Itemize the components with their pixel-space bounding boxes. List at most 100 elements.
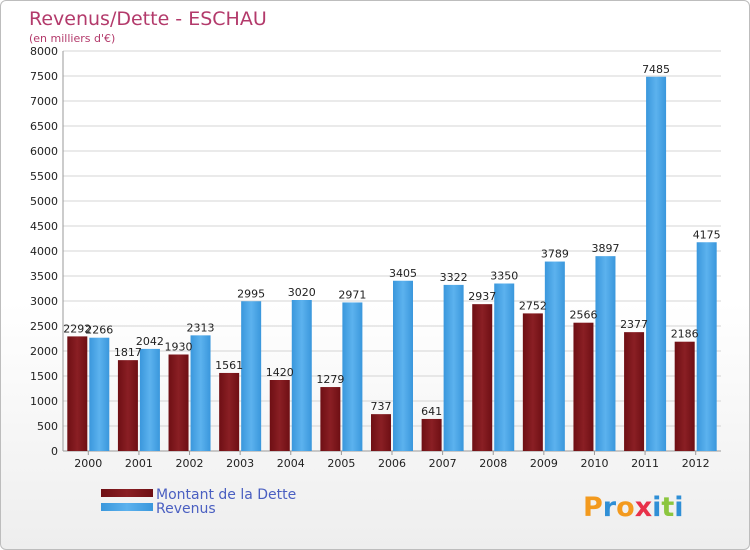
- value-label-dette: 1817: [114, 346, 142, 359]
- logo-letter: P: [583, 492, 603, 523]
- value-label-dette: 737: [371, 400, 392, 413]
- bar-revenus: [443, 284, 464, 451]
- value-label-revenus: 2971: [338, 288, 366, 301]
- bar-dette: [117, 360, 138, 451]
- y-tick-label: 2500: [30, 320, 58, 333]
- y-tick-label: 6500: [30, 120, 58, 133]
- y-tick-label: 0: [51, 445, 58, 458]
- y-tick-label: 500: [37, 420, 58, 433]
- value-label-dette: 2752: [519, 299, 547, 312]
- legend-swatch-revenus: [101, 503, 153, 511]
- value-label-revenus: 2266: [85, 324, 113, 337]
- y-tick-label: 5000: [30, 195, 58, 208]
- bars: [67, 76, 717, 451]
- bar-dette: [472, 304, 493, 451]
- legend-swatch-dette: [101, 489, 153, 497]
- value-label-dette: 2566: [569, 309, 597, 322]
- x-tick-label: 2000: [74, 457, 102, 470]
- bar-revenus: [393, 280, 413, 451]
- y-axis-ticks: 0 500 1000 1500 2000 2500 3000 3500 4000 4500 5000…: [30, 45, 58, 458]
- gridlines: [62, 50, 721, 452]
- bar-dette: [573, 322, 594, 451]
- bar-dette: [421, 418, 442, 451]
- value-label-revenus: 2313: [187, 321, 215, 334]
- y-tick-label: 2000: [30, 345, 58, 358]
- bar-revenus: [342, 302, 363, 451]
- bar-revenus: [190, 335, 211, 451]
- bar-dette: [67, 336, 88, 451]
- y-tick-label: 3500: [30, 270, 58, 283]
- legend-label-revenus: Revenus: [156, 501, 216, 517]
- value-label-revenus: 3350: [490, 270, 518, 283]
- x-tick-label: 2009: [530, 457, 558, 470]
- value-label-revenus: 3405: [389, 267, 417, 280]
- value-label-revenus: 3789: [541, 248, 569, 261]
- value-label-revenus: 7485: [642, 63, 670, 76]
- x-tick-label: 2011: [631, 457, 659, 470]
- bar-revenus: [494, 283, 515, 451]
- y-tick-label: 5500: [30, 170, 58, 183]
- legend-label-dette: Montant de la Dette: [156, 487, 296, 503]
- chart-subtitle: (en milliers d'€): [29, 32, 115, 45]
- bar-revenus: [139, 348, 160, 451]
- x-tick-label: 2010: [580, 457, 608, 470]
- x-tick-label: 2005: [327, 457, 355, 470]
- bar-dette: [219, 372, 240, 451]
- x-tick-label: 2008: [479, 457, 507, 470]
- x-tick-label: 2004: [277, 457, 305, 470]
- logo-letter: i: [674, 492, 683, 523]
- x-tick-label: 2003: [226, 457, 254, 470]
- logo-letter: t: [661, 492, 674, 523]
- x-tick-label: 2007: [429, 457, 457, 470]
- value-label-dette: 2377: [620, 318, 648, 331]
- y-tick-label: 1000: [30, 395, 58, 408]
- logo-letter: o: [616, 492, 635, 523]
- value-label-dette: 641: [421, 405, 442, 418]
- y-tick-label: 7000: [30, 95, 58, 108]
- value-label-revenus: 2042: [136, 335, 164, 348]
- x-axis-ticks: 2000 2001 2002 2003 2004 2005 2006 2007 2008 2009…: [74, 451, 710, 470]
- value-label-dette: 1561: [215, 359, 243, 372]
- bar-revenus: [646, 76, 667, 451]
- y-tick-label: 4500: [30, 220, 58, 233]
- bar-revenus: [696, 242, 717, 451]
- value-label-dette: 1279: [316, 373, 344, 386]
- y-tick-label: 6000: [30, 145, 58, 158]
- x-tick-label: 2012: [682, 457, 710, 470]
- value-label-revenus: 3322: [440, 271, 468, 284]
- bar-revenus: [544, 261, 565, 451]
- bar-dette: [320, 387, 341, 451]
- y-tick-label: 8000: [30, 45, 58, 58]
- value-label-revenus: 4175: [693, 228, 721, 241]
- bar-dette: [371, 414, 391, 451]
- bar-dette: [674, 341, 695, 451]
- logo-letter: x: [635, 492, 652, 523]
- y-tick-label: 7500: [30, 70, 58, 83]
- bar-revenus: [291, 300, 312, 451]
- value-label-revenus: 3020: [288, 286, 316, 299]
- value-label-dette: 1930: [165, 341, 193, 354]
- logo-text: Proxiti: [583, 492, 684, 523]
- chart-title: Revenus/Dette - ESCHAU: [29, 8, 267, 30]
- bar-dette: [624, 332, 645, 451]
- value-label-dette: 1420: [266, 366, 294, 379]
- bar-dette: [269, 380, 290, 451]
- x-tick-label: 2002: [176, 457, 204, 470]
- y-tick-label: 4000: [30, 245, 58, 258]
- bar-revenus: [89, 337, 110, 451]
- bar-dette: [168, 354, 189, 451]
- x-tick-label: 2001: [125, 457, 153, 470]
- value-label-dette: 2937: [468, 290, 496, 303]
- bar-revenus: [241, 301, 262, 451]
- bar-dette: [522, 313, 543, 451]
- value-label-dette: 2292: [63, 322, 91, 335]
- y-tick-label: 1500: [30, 370, 58, 383]
- bar-revenus: [595, 256, 616, 451]
- value-label-revenus: 2995: [237, 287, 265, 300]
- value-label-dette: 2186: [671, 328, 699, 341]
- logo-letter: i: [652, 492, 661, 523]
